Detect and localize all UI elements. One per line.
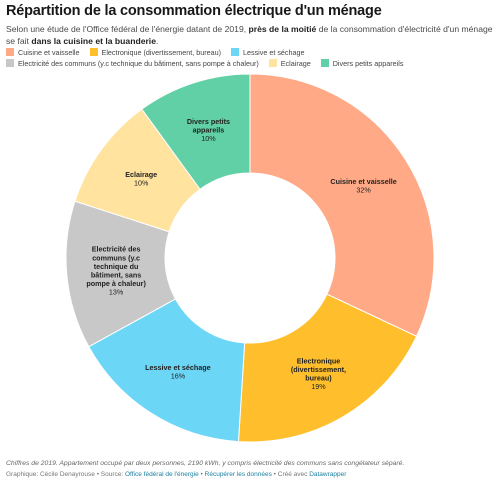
source-link[interactable]: Office fédéral de l'énergie	[124, 471, 199, 478]
slice-label-line: communs (y.c	[92, 253, 140, 262]
slice-label-line: bureau)	[305, 374, 332, 383]
credits-prefix: Graphique: Cécile Denayrouse • Source:	[6, 471, 125, 478]
donut-slice	[249, 73, 435, 338]
slice-label: Cuisine et vaisselle 32%	[330, 177, 396, 195]
legend-item: Electricité des communs (y.c technique d…	[6, 58, 259, 68]
slice-label-line: appareils	[193, 126, 225, 135]
slice-label: Lessive et séchage 16%	[145, 363, 211, 381]
slice-label-line: Electronique	[297, 356, 341, 365]
slice-label-line: Eclairage	[125, 170, 157, 179]
chart-legend: Cuisine et vaisselle Electronique (divert…	[6, 47, 496, 68]
slice-label-line: Electricité des	[92, 245, 141, 254]
slice-value: 10%	[134, 179, 149, 188]
legend-swatch	[6, 48, 14, 56]
intro-text-1: Selon une étude de l'Office fédéral de l…	[6, 24, 249, 34]
donut-slice	[88, 298, 246, 443]
legend-item: Eclairage	[268, 58, 311, 68]
legend-item: Lessive et séchage	[230, 47, 305, 57]
slice-label: Electricité des communs (y.c technique du b…	[86, 245, 146, 297]
chart-notes: Chiffres de 2019. Appartement occupé par…	[6, 460, 405, 467]
slice-value: 19%	[311, 382, 326, 391]
chart-title: Répartition de la consommation électriqu…	[6, 3, 382, 19]
chart-intro: Selon une étude de l'Office fédéral de l…	[6, 24, 496, 47]
donut-chart: Cuisine et vaisselle 32% Electronique (dive…	[0, 68, 500, 460]
legend-item: Cuisine et vaisselle	[6, 47, 80, 57]
donut-slice	[237, 293, 418, 443]
slice-label-line: (divertissement,	[291, 365, 346, 374]
donut-slice	[141, 73, 251, 190]
slice-label-line: bâtiment, sans	[91, 270, 141, 279]
slice-value: 13%	[109, 288, 124, 297]
slice-label: Divers petits appareils 10%	[187, 117, 230, 143]
slice-label-line: pompe à chaleur)	[86, 279, 146, 288]
legend-item: Electronique (divertissement, bureau)	[89, 47, 221, 57]
created-with-prefix: • Créé avec	[271, 471, 310, 478]
get-data-link[interactable]: Récupérer les données	[204, 471, 272, 478]
credits-separator: •	[198, 471, 205, 478]
legend-label: Divers petits appareils	[332, 58, 404, 68]
slice-value: 10%	[201, 134, 216, 143]
legend-label: Cuisine et vaisselle	[18, 47, 80, 57]
intro-text-3: .	[155, 35, 159, 46]
datawrapper-link[interactable]: Datawrapper	[309, 471, 347, 478]
slice-label-line: Lessive et séchage	[145, 363, 211, 372]
legend-label: Electricité des communs (y.c technique d…	[18, 58, 259, 68]
slice-label: Electronique (divertissement, bureau) 19%	[291, 356, 346, 391]
intro-text-2: de la consommation d'électricité d'un mé…	[6, 24, 493, 46]
legend-label: Electronique (divertissement, bureau)	[101, 47, 221, 57]
chart-credits: Graphique: Cécile Denayrouse • Source: O…	[6, 471, 496, 478]
intro-bold-1: près de la moitié	[248, 24, 317, 34]
slice-label: Eclairage 10%	[125, 170, 157, 188]
intro-bold-2: dans la cuisine et la buanderie	[31, 35, 156, 46]
legend-item: Divers petits appareils	[320, 58, 404, 68]
legend-swatch	[89, 48, 98, 56]
slice-label-line: Cuisine et vaisselle	[330, 177, 396, 186]
legend-swatch	[268, 59, 277, 67]
legend-swatch	[320, 59, 329, 67]
legend-swatch	[230, 48, 239, 56]
donut-svg: Cuisine et vaisselle 32% Electronique (dive…	[65, 73, 435, 443]
slice-value: 32%	[356, 186, 371, 195]
slice-label-line: technique du	[94, 262, 139, 271]
slice-value: 16%	[171, 371, 186, 380]
legend-label: Eclairage	[280, 58, 311, 68]
slice-label-line: Divers petits	[187, 117, 230, 126]
legend-swatch	[6, 59, 14, 67]
legend-label: Lessive et séchage	[242, 47, 305, 57]
